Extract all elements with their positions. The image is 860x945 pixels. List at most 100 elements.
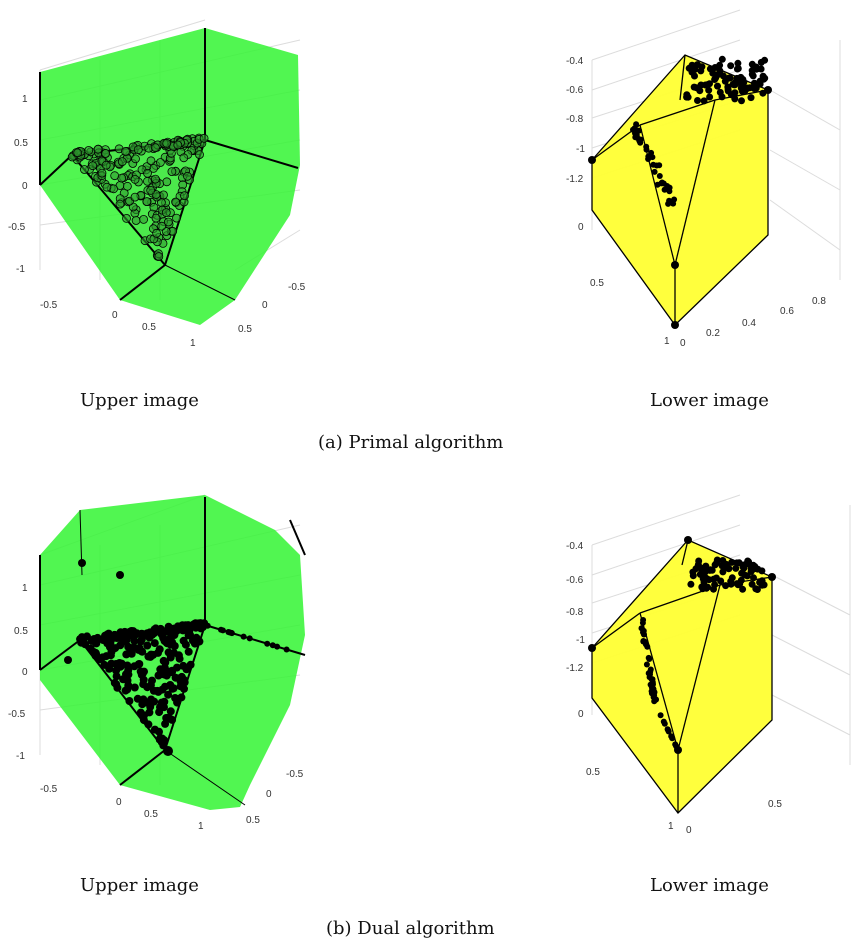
scatter-point <box>164 622 173 631</box>
y-tick-label: -1.2 <box>566 663 584 674</box>
scatter-point <box>768 573 776 581</box>
scatter-point <box>703 81 711 89</box>
scatter-point <box>166 707 175 716</box>
primal-upper-image-label: Upper image <box>80 390 199 411</box>
scatter-point <box>136 708 145 717</box>
scatter-point <box>162 177 172 187</box>
scatter-point <box>155 708 164 717</box>
x-tick-label: 0.5 <box>590 278 604 289</box>
scatter-point <box>761 74 769 82</box>
scatter-point <box>130 636 139 645</box>
y-tick-label: -1 <box>576 144 585 155</box>
scatter-point <box>149 686 158 695</box>
scatter-point <box>671 196 678 203</box>
x-tick-labels: 0.5 1 <box>586 767 674 832</box>
scatter-point <box>161 719 170 728</box>
scatter-point <box>134 645 143 654</box>
y-tick-label: -0.5 <box>8 222 26 233</box>
scatter-point <box>124 642 133 651</box>
scatter-point <box>124 631 133 640</box>
scatter-point <box>647 666 654 673</box>
y-tick-labels: 1 0.5 0 -0.5 -1 <box>8 583 28 762</box>
x-tick-label: 1 <box>664 336 670 347</box>
scatter-point <box>283 646 290 653</box>
scatter-point <box>728 558 736 566</box>
z-tick-label: 0.4 <box>742 318 756 329</box>
scatter-point <box>714 82 721 90</box>
scatter-point <box>171 694 180 702</box>
scatter-point <box>719 568 727 576</box>
x-tick-label: 0.5 <box>142 322 156 333</box>
scatter-point <box>734 59 742 67</box>
dual-caption: (b) Dual algorithm <box>326 918 495 939</box>
scatter-point <box>588 644 596 652</box>
scatter-point <box>115 199 125 209</box>
scatter-point <box>764 86 772 94</box>
scatter-point <box>101 149 111 158</box>
scatter-point <box>731 95 739 103</box>
x-tick-label: -0.5 <box>40 784 58 795</box>
y-tick-label: -1.2 <box>566 174 584 185</box>
y-tick-label: -1 <box>16 751 25 762</box>
scatter-point <box>691 65 699 73</box>
scatter-point <box>653 162 660 169</box>
scatter-point <box>716 67 724 75</box>
scatter-point <box>157 221 167 231</box>
y-tick-label: 0 <box>578 709 584 720</box>
scatter-point <box>164 690 173 699</box>
scatter-point <box>661 186 668 193</box>
primal-lower-image-plot: -0.4 -0.6 -0.8 -1 -1.2 0 0.5 1 0 0.2 0.4… <box>540 0 860 360</box>
scatter-point <box>747 568 755 575</box>
scatter-point <box>131 629 139 638</box>
scatter-point <box>121 146 130 156</box>
scatter-point <box>122 213 131 223</box>
scatter-point <box>100 660 109 669</box>
scatter-point <box>139 214 149 224</box>
scatter-point <box>733 580 741 588</box>
x-tick-label: -0.5 <box>40 300 58 311</box>
scatter-point <box>166 681 175 689</box>
scatter-point <box>112 672 121 681</box>
y-tick-label: 0 <box>22 181 28 192</box>
y-tick-label: -0.4 <box>566 541 584 552</box>
scatter-point <box>696 87 704 95</box>
y-tick-label: 0 <box>22 667 28 678</box>
y-tick-label: 0.5 <box>14 138 28 149</box>
scatter-point <box>739 585 747 593</box>
z-tick-label: 0 <box>686 825 692 836</box>
scatter-point <box>690 83 698 91</box>
scatter-point <box>651 689 658 696</box>
scatter-point <box>640 638 647 645</box>
scatter-point <box>632 134 639 141</box>
scatter-point <box>195 637 204 646</box>
primal-caption: (a) Primal algorithm <box>318 432 504 453</box>
scatter-point <box>699 564 707 572</box>
scatter-point <box>665 727 672 734</box>
scatter-point <box>168 638 177 647</box>
scatter-point <box>155 645 164 654</box>
scatter-point <box>731 81 738 89</box>
dual-upper-image-plot: 1 0.5 0 -0.5 -1 -0.5 0 0.5 1 -0.5 0 0.5 <box>0 485 330 845</box>
scatter-point <box>180 675 188 684</box>
scatter-point <box>753 65 761 73</box>
scatter-point <box>84 145 94 155</box>
scatter-point <box>700 97 708 105</box>
scatter-point <box>171 197 181 207</box>
scatter-point <box>183 171 192 181</box>
scatter-point <box>110 678 119 687</box>
scatter-point <box>124 670 133 679</box>
scatter-point <box>760 581 768 589</box>
scatter-point <box>752 84 760 92</box>
scatter-point <box>184 647 193 656</box>
scatter-point <box>719 557 727 564</box>
scatter-point <box>144 652 153 661</box>
scatter-point <box>738 87 746 95</box>
scatter-point <box>652 696 659 703</box>
scatter-point <box>700 571 708 579</box>
y-tick-label: 0.5 <box>14 626 28 637</box>
z-tick-labels: -0.5 0 0.5 <box>238 282 306 335</box>
scatter-point <box>711 581 719 589</box>
scatter-point <box>274 643 281 650</box>
scatter-point <box>78 559 86 567</box>
scatter-point <box>716 61 724 69</box>
